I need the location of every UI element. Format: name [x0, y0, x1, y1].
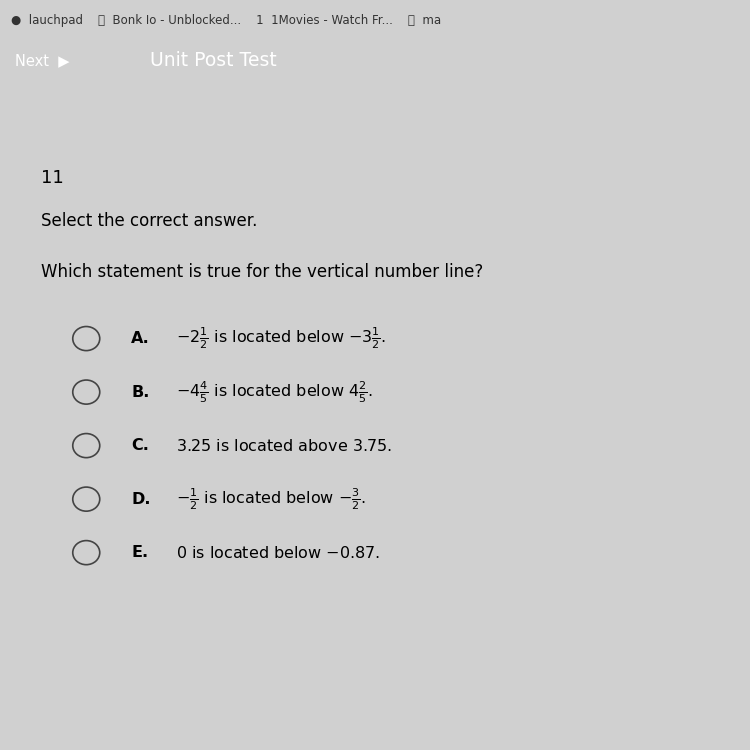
Text: Which statement is true for the vertical number line?: Which statement is true for the vertical…	[41, 262, 484, 280]
Text: 11: 11	[41, 169, 64, 187]
Text: D.: D.	[131, 492, 151, 507]
Text: C.: C.	[131, 438, 149, 453]
Text: A.: A.	[131, 331, 150, 346]
Text: $0$ is located below $-0.87$.: $0$ is located below $-0.87$.	[176, 544, 380, 561]
Text: $-4\frac{4}{5}$ is located below $4\frac{2}{5}$.: $-4\frac{4}{5}$ is located below $4\frac…	[176, 380, 374, 405]
Text: $-\frac{1}{2}$ is located below $-\frac{3}{2}$.: $-\frac{1}{2}$ is located below $-\frac{…	[176, 486, 366, 512]
Text: Unit Post Test: Unit Post Test	[150, 51, 277, 70]
Text: Select the correct answer.: Select the correct answer.	[41, 212, 258, 230]
Text: Next  ▶: Next ▶	[15, 53, 70, 68]
Text: $3.25$ is located above $3.75$.: $3.25$ is located above $3.75$.	[176, 437, 392, 454]
Text: B.: B.	[131, 385, 149, 400]
Text: $-2\frac{1}{2}$ is located below $-3\frac{1}{2}$.: $-2\frac{1}{2}$ is located below $-3\fra…	[176, 326, 386, 352]
Text: E.: E.	[131, 545, 148, 560]
Text: ●  lauchpad    🎮  Bonk Io - Unblocked...    1  1Movies - Watch Fr...    🖼  ma: ● lauchpad 🎮 Bonk Io - Unblocked... 1 1M…	[11, 13, 441, 27]
